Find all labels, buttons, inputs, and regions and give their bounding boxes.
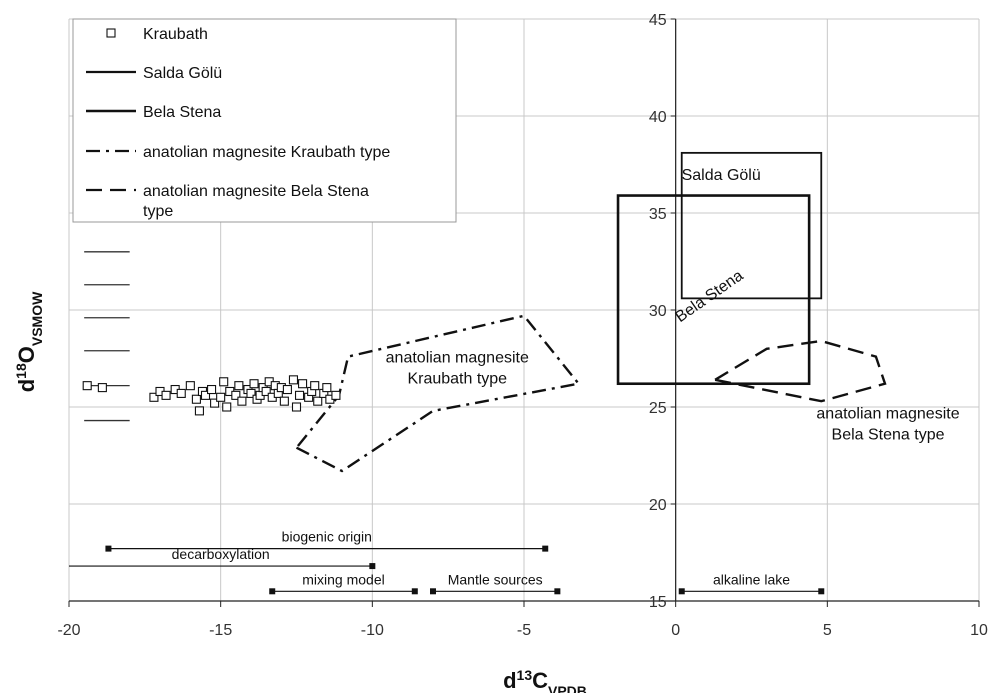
kraubath-point [222,402,232,412]
region-label: Salda Gölü [682,167,761,184]
kraubath-point [82,381,92,391]
kraubath-point [216,392,226,402]
region-anatolian-magnesite-bela-stena-type [714,339,887,403]
region-label-line: Bela Stena type [832,427,945,444]
y-tick-label: 15 [649,594,667,611]
source-range-label: decarboxylation [172,546,270,562]
y-axis-label: d18OVSMOW [13,291,45,392]
source-range-end [369,563,376,570]
kraubath-point [282,384,292,395]
axis-label-part: d [503,668,516,693]
kraubath-point [207,384,217,395]
source-range-label: alkaline lake [713,571,790,587]
x-tick-label: -5 [517,622,531,639]
axis-label-part: 13 [517,667,533,683]
axis-label-part: VSMOW [29,291,45,346]
source-range-label: biogenic origin [282,529,372,545]
source-range-end [105,545,112,552]
y-tick-label: 20 [649,497,667,514]
x-tick-label: -20 [57,622,80,639]
axis-label-part: 18 [13,363,29,379]
legend-box [72,18,457,223]
source-range-end [430,588,436,595]
kraubath-point [310,381,320,391]
legend-label: anatolian magnesite Bela Stena type [143,183,369,220]
kraubath-point [161,390,171,400]
source-range-end [542,545,549,552]
y-tick-label: 40 [649,109,667,126]
x-tick-label: 0 [671,622,680,639]
x-axis-label: d13CVPDB [503,667,587,693]
legend-label-line: type [143,203,173,220]
region-label: Bela Stena [673,267,747,326]
region-salda-g-l- [680,151,823,300]
source-range-end [818,588,825,595]
source-range-end [678,588,685,595]
kraubath-point [234,381,244,391]
kraubath-point [246,388,256,398]
y-tick-label: 30 [649,303,667,320]
source-range-label: mixing model [302,571,384,587]
legend-label-line: anatolian magnesite Bela Stena [143,183,369,200]
legend-label: Bela Stena [143,104,221,121]
region-label-line: Salda Gölü [682,167,761,184]
region-label: anatolian magnesite Kraubath type [386,349,529,387]
legend-label: Salda Gölü [143,65,222,82]
source-range-label: Mantle sources [448,571,543,587]
kraubath-point [291,402,302,412]
legend: Kraubath Salda Gölü Bela Stena anatolian ma… [72,18,457,223]
axis-label-part: VPDB [548,683,587,693]
region-anatolian-magnesite-kraubath-type [295,314,581,473]
region-label-line: anatolian magnesite [386,349,529,366]
x-tick-label: 5 [823,622,832,639]
region-labels: Salda Gölü Bela Stena anatolian magnesite K… [386,167,960,444]
axis-label-part: C [532,668,548,693]
kraubath-point [237,396,247,406]
kraubath-point [331,390,341,400]
y-tick-label: 35 [649,206,667,223]
x-tick-label: -15 [209,622,232,639]
legend-label: anatolian magnesite Kraubath type [143,144,390,161]
kraubath-point [322,383,332,393]
kraubath-point [176,388,186,398]
legend-label: Kraubath [143,26,208,43]
region-label-line: anatolian magnesite [816,406,959,423]
legend-marker [106,28,116,38]
kraubath-point [294,390,305,400]
kraubath-points [82,375,341,416]
axis-label-part: d [14,379,39,392]
y-tick-label: 45 [649,12,667,29]
source-range-end [554,588,561,595]
x-tick-label: -10 [361,622,384,639]
source-range-end [411,588,418,595]
kraubath-point [279,396,289,406]
kraubath-point [261,386,271,397]
kraubath-point [149,392,159,402]
kraubath-point [288,375,299,385]
kraubath-point [200,390,211,400]
y-tick-label: 25 [649,400,667,417]
kraubath-point [194,406,204,416]
kraubath-point [97,383,107,393]
source-ranges: biogenic origin decarboxylation mixing mod… [69,529,825,595]
kraubath-point [249,379,259,389]
tick-labels: -20 -15 -10 -5 0 5 10 15 20 25 30 35 40 45 [57,12,988,639]
x-tick-label: 10 [970,622,988,639]
kraubath-point [219,377,229,387]
source-range-end [269,588,276,595]
region-label-line: Kraubath type [407,370,507,387]
kraubath-point [298,379,308,389]
region-bela-stena [616,194,811,386]
kraubath-point [185,381,195,391]
kraubath-point [231,390,241,400]
region-label: anatolian magnesite Bela Stena type [816,406,959,444]
kraubath-point [191,394,201,404]
kraubath-point [210,398,220,408]
axis-label-part: O [14,346,39,363]
kraubath-point [313,396,323,406]
region-label-line: Bela Stena [673,267,747,326]
